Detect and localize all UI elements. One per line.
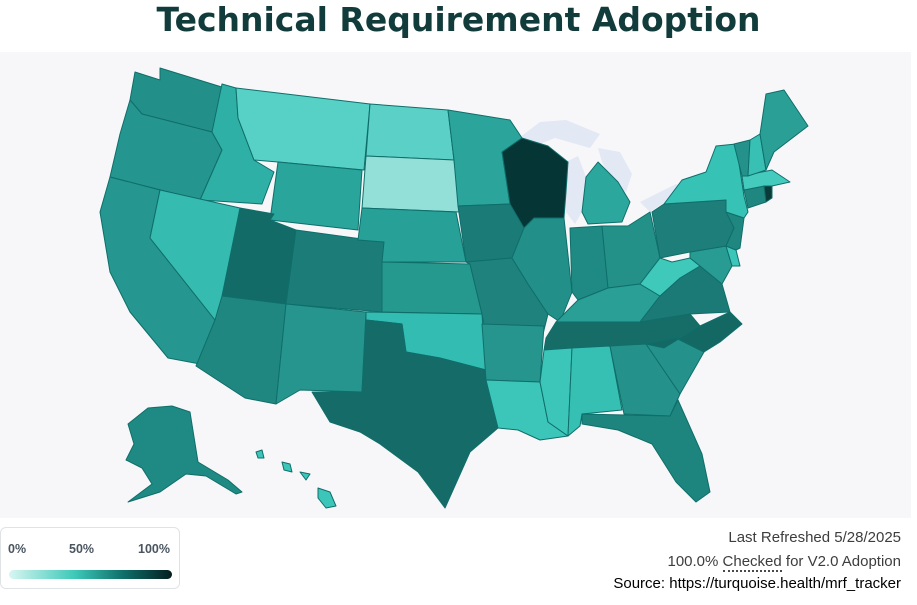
state-co[interactable] (285, 229, 385, 313)
source-line: Source: https://turquoise.health/mrf_tra… (613, 575, 901, 592)
state-nm[interactable] (275, 303, 367, 405)
state-ma[interactable] (741, 169, 791, 191)
legend-label-0: 0% (8, 542, 27, 556)
state-ar[interactable] (481, 323, 545, 383)
checked-link[interactable]: Checked (722, 553, 782, 572)
state-tx[interactable] (311, 319, 499, 509)
state-ny[interactable] (663, 143, 749, 219)
state-wi[interactable] (501, 137, 569, 229)
lake-michigan (566, 156, 586, 224)
legend-label-100: 100% (138, 542, 170, 556)
state-fl[interactable] (581, 399, 711, 503)
state-ms[interactable] (539, 347, 573, 437)
map-panel (0, 52, 911, 518)
state-in[interactable] (569, 225, 609, 301)
state-mi[interactable] (581, 161, 631, 225)
adoption-value: 100.0% (667, 553, 719, 570)
last-refreshed: Last Refreshed 5/28/2025 (728, 529, 901, 546)
legend-label-50: 50% (69, 542, 95, 556)
legend-gradient-bar (9, 570, 172, 579)
state-nc[interactable] (645, 311, 743, 353)
us-map (99, 67, 809, 509)
adoption-summary: 100.0% Checked for V2.0 Adoption (667, 553, 901, 572)
state-nd[interactable] (365, 103, 455, 161)
state-wy[interactable] (269, 161, 363, 231)
page-title: Technical Requirement Adoption (156, 0, 761, 39)
lake-superior (515, 120, 600, 148)
state-ak[interactable] (125, 405, 243, 503)
state-ri[interactable] (763, 185, 773, 203)
color-legend: 0% 50% 100% (0, 527, 180, 589)
state-sd[interactable] (361, 155, 461, 213)
lake-huron (598, 148, 632, 192)
state-ks[interactable] (381, 261, 483, 315)
state-mt[interactable] (235, 87, 371, 171)
state-me[interactable] (759, 89, 809, 171)
adoption-suffix: for V2.0 Adoption (785, 553, 901, 570)
state-hi[interactable] (255, 449, 337, 509)
